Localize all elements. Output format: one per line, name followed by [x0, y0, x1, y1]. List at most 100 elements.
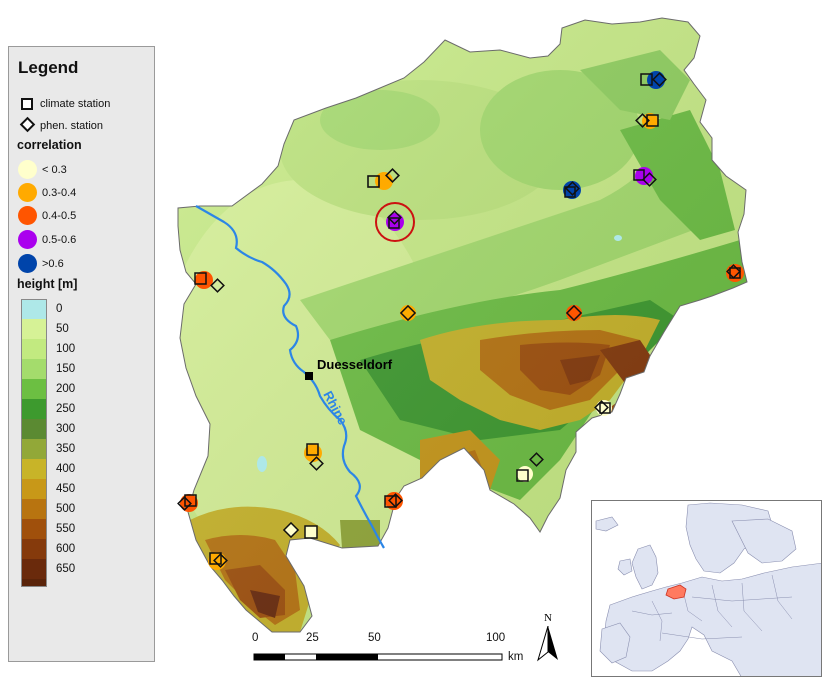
- climate-station-marker[interactable]: [633, 169, 645, 181]
- height-swatch: [21, 319, 47, 339]
- height-label: 550: [56, 523, 76, 535]
- phen-station-marker[interactable]: [210, 278, 225, 293]
- legend-item-correlation: < 0.3: [9, 160, 154, 180]
- legend-label: climate station: [40, 98, 111, 110]
- height-swatch-end: [21, 579, 47, 587]
- climate-station-marker[interactable]: [729, 267, 741, 279]
- north-label: N: [544, 612, 552, 624]
- legend-label: 0.5-0.6: [42, 234, 77, 246]
- legend-item-climate-station: climate station: [9, 96, 154, 116]
- north-arrow: N: [536, 612, 560, 662]
- climate-station-marker[interactable]: [516, 469, 529, 482]
- climate-station-marker[interactable]: [184, 494, 197, 507]
- phen-station-marker[interactable]: [565, 181, 580, 196]
- legend-item-correlation: >0.6: [9, 254, 154, 274]
- inset-svg: [592, 501, 821, 676]
- circle-icon: [18, 160, 37, 179]
- height-swatch: [21, 299, 47, 319]
- phen-station-marker[interactable]: [387, 210, 402, 225]
- legend-item-phen-station: phen. station: [9, 116, 154, 138]
- phen-station-marker[interactable]: [594, 400, 609, 415]
- square-icon: [21, 98, 33, 110]
- legend-label: 0.4-0.5: [42, 210, 77, 222]
- phen-station-marker[interactable]: [635, 113, 650, 128]
- correlation-circle: [566, 305, 582, 321]
- north-arrow-icon: [537, 626, 558, 662]
- height-label: 200: [56, 383, 76, 395]
- height-swatch: [21, 499, 47, 519]
- phen-station-marker[interactable]: [388, 493, 403, 508]
- climate-station-marker[interactable]: [384, 495, 397, 508]
- height-label: 50: [56, 323, 69, 335]
- legend-label: phen. station: [40, 120, 103, 132]
- circle-icon: [18, 206, 37, 225]
- climate-station-marker[interactable]: [646, 114, 659, 127]
- phen-station-marker[interactable]: [385, 168, 400, 183]
- height-label: 350: [56, 443, 76, 455]
- height-label: 0: [56, 303, 63, 315]
- climate-station-marker[interactable]: [640, 73, 653, 86]
- height-swatch: [21, 539, 47, 559]
- correlation-heading: correlation: [17, 138, 82, 152]
- phen-station-marker[interactable]: [399, 304, 417, 322]
- phen-station-marker[interactable]: [726, 264, 741, 279]
- rhine-river: [195, 205, 385, 549]
- height-swatch: [21, 359, 47, 379]
- highlight-ring: [375, 202, 415, 242]
- legend-item-correlation: 0.4-0.5: [9, 206, 154, 226]
- legend-label: >0.6: [42, 258, 64, 270]
- height-label: 650: [56, 563, 76, 575]
- height-label: 500: [56, 503, 76, 515]
- climate-station-marker[interactable]: [209, 552, 222, 565]
- scale-bar: 0 25 50 100 km: [250, 632, 524, 663]
- climate-station-marker[interactable]: [304, 525, 318, 539]
- height-swatch: [21, 439, 47, 459]
- legend-label: 0.3-0.4: [42, 187, 77, 199]
- height-swatch: [21, 379, 47, 399]
- circle-icon: [18, 254, 37, 273]
- circle-icon: [18, 230, 37, 249]
- stations-layer: [177, 71, 744, 570]
- phen-station-marker[interactable]: [652, 72, 667, 87]
- height-swatch: [21, 419, 47, 439]
- correlation-circle: [400, 305, 416, 321]
- phen-station-marker[interactable]: [565, 304, 583, 322]
- height-label: 250: [56, 403, 76, 415]
- scale-tick-label: 50: [368, 632, 381, 644]
- scale-tick-label: 0: [252, 632, 259, 644]
- correlation-circle: [517, 466, 533, 482]
- height-label: 300: [56, 423, 76, 435]
- phen-station-marker[interactable]: [282, 521, 300, 539]
- climate-station-marker[interactable]: [367, 175, 380, 188]
- climate-station-marker[interactable]: [306, 443, 319, 456]
- height-label: 600: [56, 543, 76, 555]
- scale-unit: km: [508, 651, 524, 663]
- climate-station-marker[interactable]: [599, 402, 611, 414]
- phen-station-marker[interactable]: [529, 452, 544, 467]
- scale-tick-label: 25: [306, 632, 319, 644]
- city-label: Duesseldorf: [317, 357, 393, 372]
- legend-title: Legend: [18, 58, 79, 77]
- height-swatch: [21, 339, 47, 359]
- map-legend: Legend climate station phen. station cor…: [8, 46, 155, 662]
- legend-item-correlation: 0.3-0.4: [9, 183, 154, 203]
- phen-station-marker[interactable]: [177, 496, 192, 511]
- height-swatch: [21, 519, 47, 539]
- climate-station-marker[interactable]: [388, 217, 400, 229]
- city-marker: [305, 372, 313, 380]
- phen-station-marker[interactable]: [642, 172, 657, 187]
- height-label: 150: [56, 363, 76, 375]
- legend-label: < 0.3: [42, 164, 67, 176]
- climate-station-marker[interactable]: [194, 272, 207, 285]
- phen-station-marker[interactable]: [309, 456, 324, 471]
- legend-item-correlation: 0.5-0.6: [9, 230, 154, 250]
- height-heading: height [m]: [17, 277, 78, 291]
- diamond-icon: [19, 116, 36, 133]
- circle-icon: [18, 183, 37, 202]
- scale-tick-label: 100: [486, 632, 506, 644]
- height-label: 450: [56, 483, 76, 495]
- phen-station-marker[interactable]: [213, 553, 228, 568]
- height-swatch: [21, 399, 47, 419]
- height-swatch: [21, 479, 47, 499]
